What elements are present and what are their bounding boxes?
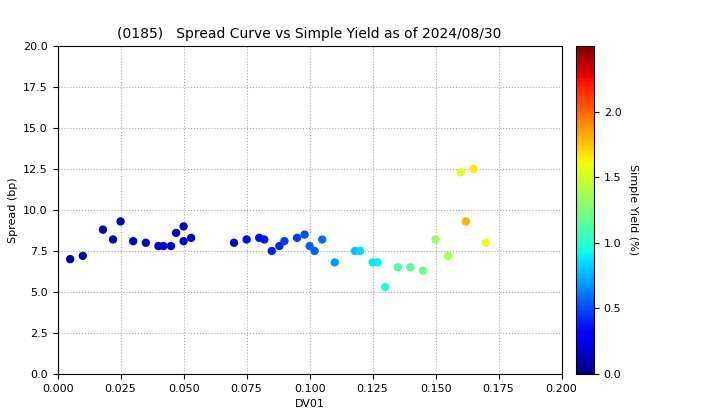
Point [127, 238, 139, 244]
Point [455, 169, 467, 176]
Point [329, 259, 341, 266]
Point [430, 236, 441, 243]
Point [442, 252, 454, 259]
Point [228, 239, 240, 246]
X-axis label: DV01: DV01 [294, 399, 325, 409]
Point [468, 165, 480, 172]
Point [240, 236, 252, 243]
Point [349, 247, 361, 254]
Point [417, 267, 428, 274]
Point [258, 236, 270, 243]
Y-axis label: Simple Yield (%): Simple Yield (%) [628, 165, 638, 255]
Point [153, 243, 164, 249]
Point [140, 239, 151, 246]
Y-axis label: Spread (bp): Spread (bp) [8, 177, 17, 243]
Point [291, 234, 302, 241]
Point [279, 238, 290, 244]
Point [480, 239, 492, 246]
Point [309, 247, 320, 254]
Point [115, 218, 127, 225]
Point [392, 264, 403, 270]
Point [266, 247, 278, 254]
Point [304, 243, 315, 249]
Point [178, 238, 189, 244]
Point [372, 259, 383, 266]
Point [274, 243, 285, 249]
Point [317, 236, 328, 243]
Point [107, 236, 119, 243]
Point [165, 243, 176, 249]
Point [178, 223, 189, 230]
Point [379, 284, 391, 290]
Point [405, 264, 416, 270]
Point [253, 234, 265, 241]
Point [354, 247, 366, 254]
Point [170, 230, 181, 236]
Point [460, 218, 472, 225]
Point [185, 234, 197, 241]
Point [97, 226, 109, 233]
Point [65, 256, 76, 262]
Point [366, 259, 379, 266]
Point [158, 243, 169, 249]
Title: (0185)   Spread Curve vs Simple Yield as of 2024/08/30: (0185) Spread Curve vs Simple Yield as o… [117, 27, 502, 41]
Point [77, 252, 89, 259]
Point [299, 231, 310, 238]
